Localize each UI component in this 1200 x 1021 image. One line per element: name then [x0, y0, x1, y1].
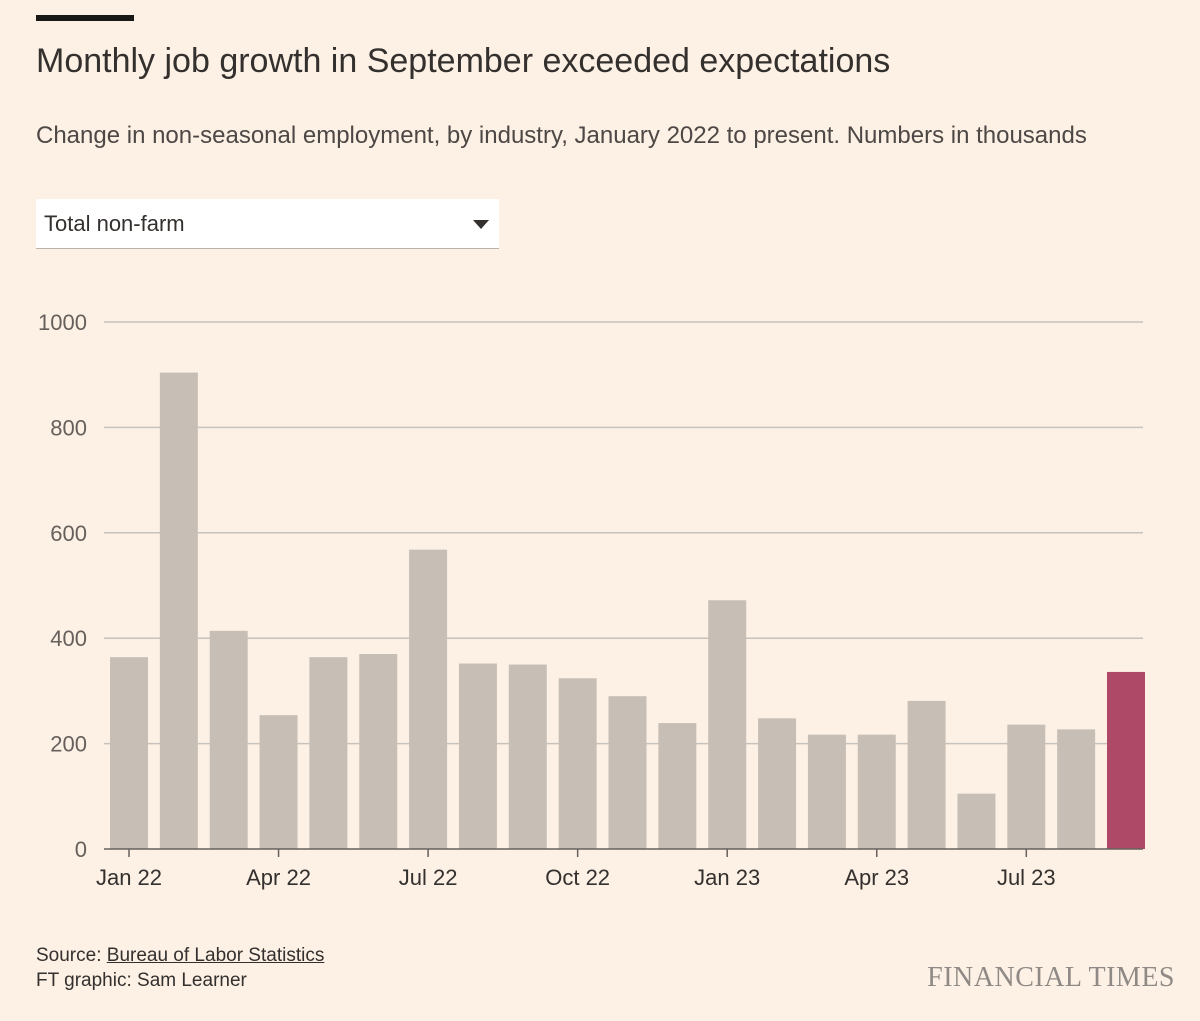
bar-feb-22	[159, 372, 198, 849]
caret-down-icon[interactable]	[473, 220, 489, 229]
bar-feb-23	[758, 718, 797, 849]
x-tick-label: Oct 22	[545, 865, 610, 890]
industry-select-value: Total non-farm	[44, 211, 185, 236]
x-tick-label: Jan 22	[96, 865, 162, 890]
source-link[interactable]: Bureau of Labor Statistics	[106, 945, 325, 966]
bar-oct-22	[558, 678, 597, 849]
bar-may-22	[309, 657, 348, 849]
industry-select[interactable]: Total non-farm	[36, 199, 499, 249]
bar-jul-22	[409, 549, 448, 849]
bar-jul-23	[1007, 724, 1046, 849]
source-line: Source: Bureau of Labor Statistics	[36, 943, 324, 968]
bar-sep-23	[1107, 671, 1145, 849]
y-tick-label: 0	[75, 837, 87, 862]
x-tick-label: Jul 22	[399, 865, 458, 890]
bar-mar-22	[209, 630, 248, 849]
bar-aug-22	[458, 663, 497, 849]
x-tick-label: Apr 23	[844, 865, 909, 890]
bar-apr-22	[259, 715, 298, 849]
x-tick-label: Jul 23	[997, 865, 1056, 890]
bar-mar-23	[807, 734, 846, 849]
chart-title: Monthly job growth in September exceeded…	[36, 42, 891, 80]
bars	[110, 372, 1145, 849]
bar-apr-23	[857, 734, 896, 849]
source-prefix: Source:	[36, 945, 107, 966]
bar-may-23	[907, 700, 946, 849]
ft-logo: FINANCIAL TIMES	[927, 962, 1175, 993]
y-tick-label: 600	[50, 521, 87, 546]
y-tick-label: 400	[50, 626, 87, 651]
grid-lines	[104, 321, 1143, 745]
bar-aug-23	[1057, 729, 1096, 849]
y-tick-label: 800	[50, 415, 87, 440]
bar-jun-23	[957, 793, 996, 849]
chart-subtitle: Change in non-seasonal employment, by in…	[36, 122, 1087, 149]
x-tick-label: Apr 22	[246, 865, 311, 890]
bar-jan-23	[708, 600, 747, 849]
bar-nov-22	[608, 696, 647, 849]
bar-dec-22	[658, 723, 697, 849]
top-rule	[36, 15, 134, 21]
y-tick-label: 200	[50, 732, 87, 757]
axes: 0 200 400 600 800 1000 Jan 22 Apr 22 Jul 22 Oct 2…	[38, 310, 1143, 890]
bar-jun-22	[359, 654, 398, 849]
x-tick-label: Jan 23	[694, 865, 760, 890]
bar-jan-22	[110, 657, 148, 849]
graphic-credit: FT graphic: Sam Learner	[36, 970, 247, 991]
y-tick-label: 1000	[38, 310, 87, 335]
bar-sep-22	[508, 664, 547, 849]
bar-chart: 0 200 400 600 800 1000 Jan 22 Apr 22 Jul 22 Oct 2…	[38, 310, 1145, 890]
